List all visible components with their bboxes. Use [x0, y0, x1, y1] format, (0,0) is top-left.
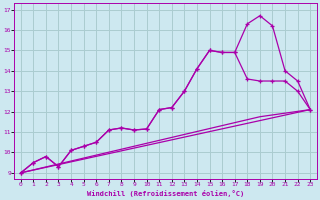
- X-axis label: Windchill (Refroidissement éolien,°C): Windchill (Refroidissement éolien,°C): [87, 190, 244, 197]
